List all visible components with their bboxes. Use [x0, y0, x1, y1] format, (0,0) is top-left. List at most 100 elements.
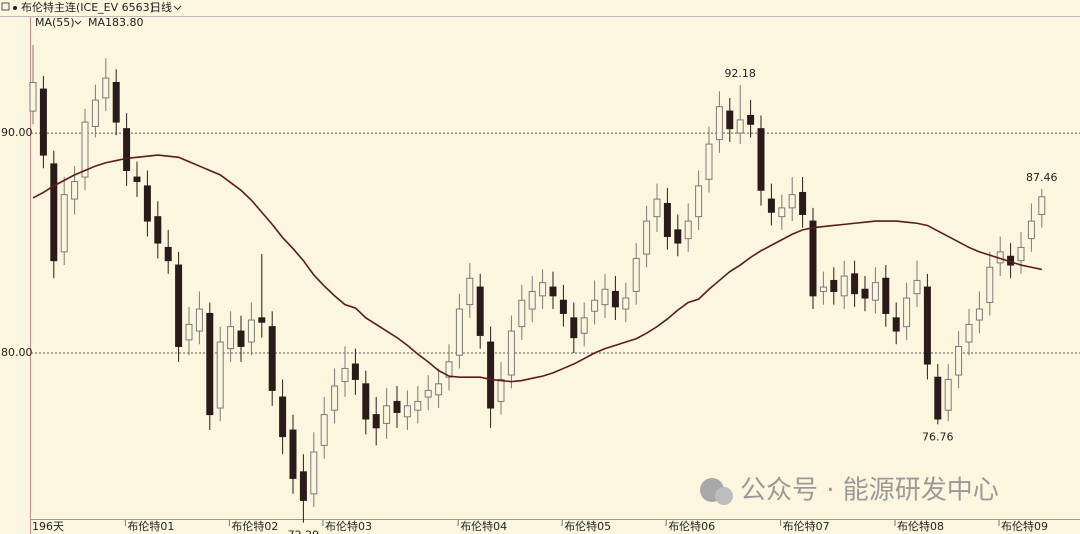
candle-body — [871, 282, 879, 301]
candle-body — [591, 299, 599, 312]
candle-body — [705, 143, 713, 180]
candle-body — [539, 282, 547, 297]
candle-body — [1027, 220, 1035, 240]
candle-body — [289, 429, 297, 479]
watermark-icon — [715, 487, 733, 505]
candle-body — [559, 299, 567, 314]
candle-body — [50, 163, 58, 262]
candle-body — [643, 220, 651, 255]
x-tick-label: 布伦特09 — [1001, 519, 1048, 533]
ma-name[interactable]: MA(55) — [35, 16, 75, 29]
candle-body — [29, 81, 37, 112]
ma-line — [32, 154, 1042, 383]
candle-body — [71, 180, 79, 200]
candle-body — [403, 405, 411, 418]
x-tick-label: 布伦特02 — [231, 519, 278, 533]
extreme-label: 76.76 — [922, 430, 954, 443]
y-tick-label: 90.00 — [1, 126, 33, 139]
candle-body — [580, 317, 588, 334]
candle-body — [903, 297, 911, 328]
candle-body — [216, 341, 224, 409]
candle-body — [206, 312, 214, 416]
candle-body — [653, 198, 661, 218]
candle-body — [112, 81, 120, 123]
candle-body — [830, 279, 838, 292]
candle-body — [726, 110, 734, 130]
bullet — [13, 6, 17, 10]
candle-body — [154, 216, 162, 244]
candles — [29, 45, 1046, 523]
candle-body — [840, 275, 848, 297]
candle-body — [102, 77, 110, 99]
candle-body — [975, 308, 983, 321]
watermark-text: 公众号 · 能源研发中心 — [740, 476, 999, 506]
candle-body — [39, 88, 47, 156]
candle-body — [372, 414, 380, 429]
candle-body — [476, 286, 484, 336]
candle-body — [518, 299, 526, 328]
watermark: 公众号 · 能源研发中心 — [700, 476, 999, 506]
candle-body — [424, 389, 432, 398]
candle-body — [934, 376, 942, 420]
candle-body — [695, 185, 703, 218]
ma-current-value: 83.80 — [112, 16, 144, 29]
candle-body — [965, 323, 973, 343]
candle-body — [528, 290, 536, 310]
candle-body — [684, 220, 692, 240]
candle-body — [487, 341, 495, 409]
candle-body — [175, 264, 183, 347]
candle-body — [123, 128, 131, 171]
candle-body — [81, 121, 89, 178]
candle-body — [747, 114, 755, 125]
candle-body — [247, 319, 255, 343]
x-tick-label: 布伦特05 — [564, 519, 611, 533]
candle-body — [507, 330, 515, 376]
candle-body — [819, 286, 827, 292]
candle-body — [258, 317, 266, 323]
candle-body — [622, 297, 630, 310]
candle-body — [788, 194, 796, 209]
menu-icon[interactable] — [1, 2, 10, 11]
chart-title: 布伦特主连(ICE_EV 6563) — [21, 0, 154, 14]
candle-body — [195, 308, 203, 332]
x-tick-label: 布伦特07 — [783, 519, 830, 533]
candle-body — [133, 176, 141, 182]
candle-body — [1017, 246, 1025, 262]
candle-body — [497, 378, 505, 402]
ma-current-name: MA1 — [88, 16, 112, 29]
candle-body — [393, 400, 401, 413]
candle-body — [736, 119, 744, 134]
candle-body — [632, 257, 640, 292]
x-tick-label: 布伦特01 — [127, 519, 174, 533]
candle-body — [549, 286, 557, 297]
candle-body — [674, 229, 682, 244]
candle-body — [809, 220, 817, 297]
candle-body — [757, 128, 765, 191]
candle-body — [799, 191, 807, 215]
chevron — [74, 20, 82, 25]
candle-body — [341, 367, 349, 383]
x-tick-label: 布伦特08 — [897, 519, 944, 533]
extreme-label: 72.29 — [288, 529, 320, 534]
candle-body — [861, 288, 869, 299]
candle-body — [414, 400, 422, 411]
candle-body — [923, 286, 931, 365]
period-selector[interactable]: 日线 — [150, 0, 172, 14]
candle-body — [268, 326, 276, 391]
candle-body — [185, 323, 193, 341]
y-tick-label: 80.00 — [1, 346, 33, 359]
candle-body — [383, 405, 391, 424]
candle-body — [1038, 196, 1046, 215]
x-tick-label: 布伦特06 — [668, 519, 715, 533]
candle-body — [955, 345, 963, 376]
candle-body — [715, 106, 723, 141]
candle-body — [466, 277, 474, 306]
candle-body — [570, 317, 578, 339]
candle-body — [351, 363, 359, 380]
candle-body — [601, 288, 609, 306]
candle-body — [882, 277, 890, 314]
candle-body — [435, 383, 443, 396]
candle-body — [663, 202, 671, 237]
candle-body — [237, 330, 245, 347]
